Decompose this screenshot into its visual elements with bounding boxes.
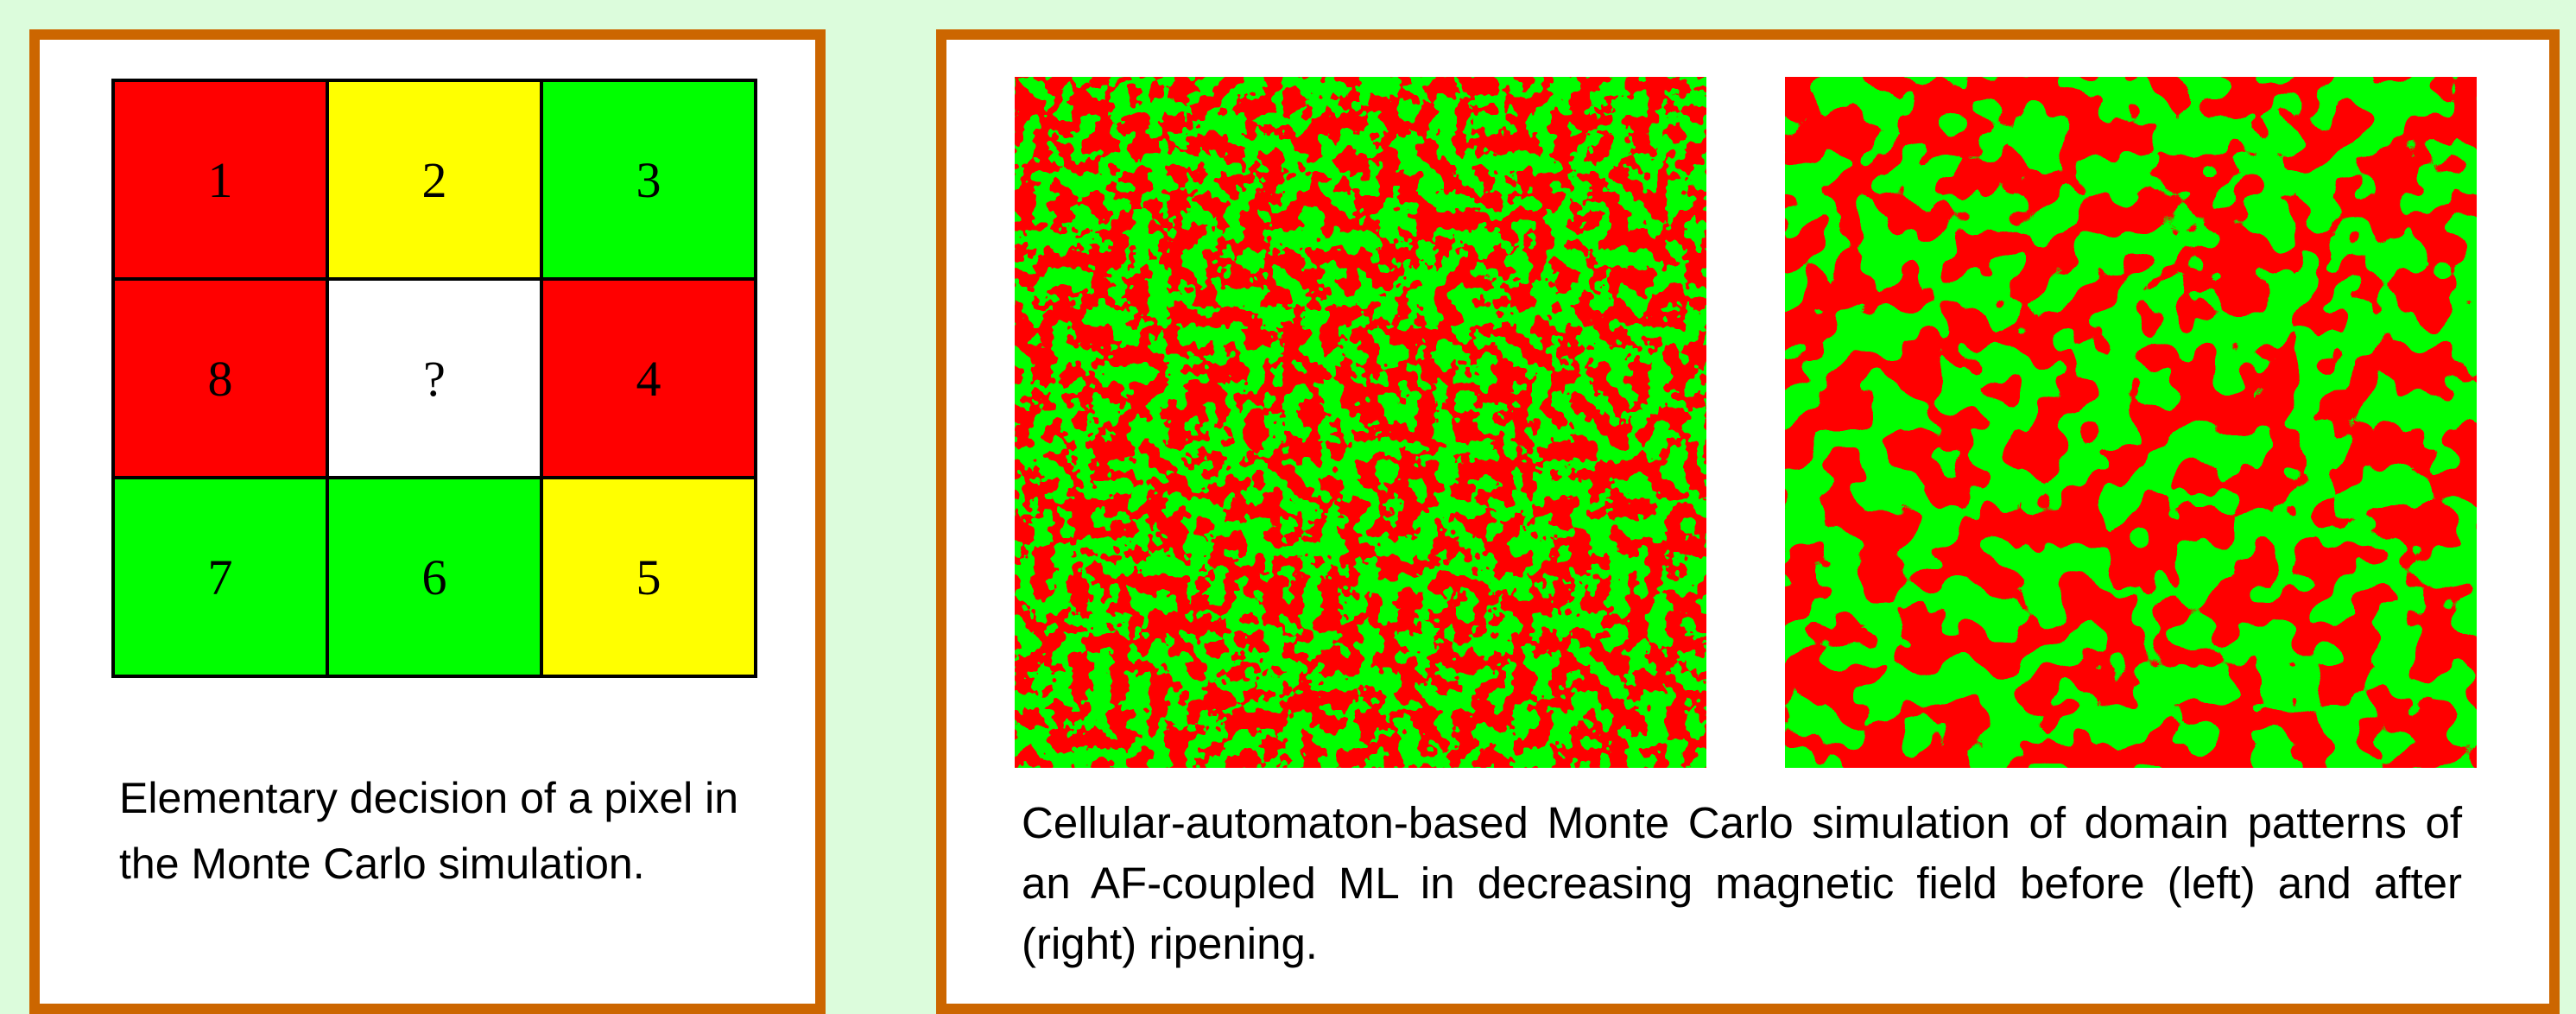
grid-cell: 5 xyxy=(541,478,756,676)
simulation-before xyxy=(1015,77,1706,768)
grid-cell: 8 xyxy=(113,279,327,478)
simulation-after xyxy=(1785,77,2477,768)
grid-cell: 1 xyxy=(113,80,327,279)
domain-pattern xyxy=(1015,77,1706,768)
grid-cell: 3 xyxy=(541,80,756,279)
grid-cell: 4 xyxy=(541,279,756,478)
pixel-grid: 1 2 3 8 ? 4 7 6 5 xyxy=(111,79,757,678)
grid-cell: 6 xyxy=(327,478,541,676)
grid-cell: 2 xyxy=(327,80,541,279)
domain-pattern xyxy=(1785,77,2477,768)
left-caption: Elementary decision of a pixel in the Mo… xyxy=(119,765,775,897)
grid-cell: ? xyxy=(327,279,541,478)
left-panel: 1 2 3 8 ? 4 7 6 5 Elementary decision of… xyxy=(29,29,826,1014)
grid-cell: 7 xyxy=(113,478,327,676)
page: 1 2 3 8 ? 4 7 6 5 Elementary decision of… xyxy=(0,0,2576,987)
right-caption: Cellular-automaton-based Monte Carlo sim… xyxy=(1022,793,2462,974)
right-panel: Cellular-automaton-based Monte Carlo sim… xyxy=(936,29,2560,1014)
